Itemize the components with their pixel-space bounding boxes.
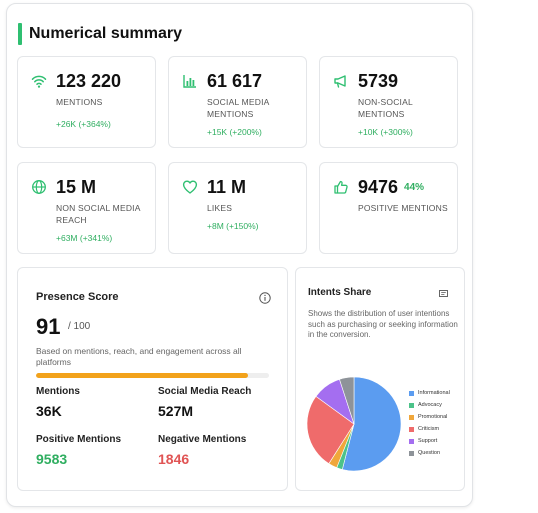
card-delta: +15K (+200%) xyxy=(207,127,262,137)
card-value: 5739 xyxy=(358,71,399,91)
card-non-social-mentions: 5739 NON-SOCIAL MENTIONS +10K (+300%) xyxy=(319,56,458,148)
card-delta: +10K (+300%) xyxy=(358,127,413,137)
card-mentions: 123 220 MENTIONS +26K (+364%) xyxy=(17,56,156,148)
card-label: NON-SOCIAL MENTIONS xyxy=(358,97,413,119)
panel-title: Numerical summary xyxy=(29,25,182,42)
card-delta: +26K (+364%) xyxy=(56,119,111,129)
card-social-media-mentions: 61 617 SOCIAL MEDIA MENTIONS +15K (+200%… xyxy=(168,56,307,148)
metric-label-negative-mentions: Negative Mentions xyxy=(158,434,247,445)
legend-label: Criticism xyxy=(418,426,440,432)
legend-swatch xyxy=(409,402,414,408)
heart-icon xyxy=(182,180,198,194)
legend-label: Advocacy xyxy=(418,402,442,408)
presence-score-max: / 100 xyxy=(68,321,91,332)
metric-label-social-media-reach: Social Media Reach xyxy=(158,386,252,397)
legend-item-promotional: Promotional xyxy=(409,411,450,423)
megaphone-icon xyxy=(334,75,346,88)
card-value: 11 M xyxy=(207,177,247,197)
card-label: LIKES xyxy=(207,203,233,213)
card-label: MENTIONS xyxy=(56,97,103,107)
pie-slice-question[interactable] xyxy=(339,376,355,425)
legend-item-advocacy: Advocacy xyxy=(409,399,450,411)
legend-item-support: Support xyxy=(409,435,450,447)
metric-value-mentions: 36K xyxy=(36,403,62,419)
card-value: 123 220 xyxy=(56,71,122,91)
intents-legend: Informational Advocacy Promotional Criticis… xyxy=(409,387,450,459)
card-delta: +63M (+341%) xyxy=(56,233,113,243)
thumbs-up-icon xyxy=(334,180,348,194)
card-non-social-media-reach: 15 M NON SOCIAL MEDIA REACH +63M (+341%) xyxy=(17,162,156,254)
card-value: 9476 44% xyxy=(358,177,424,198)
globe-icon xyxy=(32,180,46,194)
title-accent-bar xyxy=(18,23,22,45)
card-likes: 11 M LIKES +8M (+150%) xyxy=(168,162,307,254)
presence-score-title: Presence Score xyxy=(36,291,119,303)
legend-label: Support xyxy=(418,438,438,444)
legend-label: Informational xyxy=(418,390,450,396)
pie-slice-criticism[interactable] xyxy=(306,395,355,465)
card-delta: +8M (+150%) xyxy=(207,221,259,231)
presence-score-progress-track xyxy=(36,373,269,378)
intents-share-title: Intents Share xyxy=(308,287,372,298)
presence-score-value: 91 xyxy=(36,314,61,339)
intents-share-description: Shows the distribution of user intention… xyxy=(308,309,458,339)
card-value-number: 9476 xyxy=(358,177,399,197)
legend-swatch xyxy=(409,438,414,444)
card-label: NON SOCIAL MEDIA REACH xyxy=(56,203,141,225)
legend-swatch xyxy=(409,450,414,456)
card-value: 15 M xyxy=(56,177,97,197)
metric-value-positive-mentions: 9583 xyxy=(36,451,68,467)
legend-swatch xyxy=(409,414,414,420)
info-icon[interactable] xyxy=(259,292,271,304)
intents-pie-chart xyxy=(306,376,402,472)
positive-percent-badge: 44% xyxy=(404,182,425,193)
metric-label-positive-mentions: Positive Mentions xyxy=(36,434,122,445)
metric-label-mentions: Mentions xyxy=(36,386,80,397)
legend-label: Promotional xyxy=(418,414,448,420)
presence-score-card: Presence Score 91 / 100 Based on mention… xyxy=(17,267,288,491)
export-icon[interactable] xyxy=(439,290,448,297)
metric-value-social-media-reach: 527M xyxy=(158,403,194,419)
legend-swatch xyxy=(409,426,414,432)
intents-share-card: Intents Share Shows the distribution of … xyxy=(295,267,465,491)
legend-item-criticism: Criticism xyxy=(409,423,450,435)
numerical-summary-panel: Numerical summary 123 220 MENTIONS +26K … xyxy=(6,3,473,507)
legend-label: Question xyxy=(418,450,441,456)
metric-value-negative-mentions: 1846 xyxy=(158,451,190,467)
presence-score-progress-fill xyxy=(36,373,249,378)
card-label: POSITIVE MENTIONS xyxy=(358,203,448,213)
legend-item-informational: Informational xyxy=(409,387,450,399)
card-positive-mentions: 9476 44% POSITIVE MENTIONS xyxy=(319,162,458,254)
pie-slice-informational[interactable] xyxy=(341,376,402,472)
card-value: 61 617 xyxy=(207,71,263,91)
card-label: SOCIAL MEDIA MENTIONS xyxy=(207,97,270,119)
wifi-icon xyxy=(31,75,47,88)
bar-chart-icon xyxy=(183,75,196,88)
presence-score-description: Based on mentions, reach, and engagement… xyxy=(36,346,242,367)
legend-item-question: Question xyxy=(409,447,450,459)
legend-swatch xyxy=(409,390,414,396)
